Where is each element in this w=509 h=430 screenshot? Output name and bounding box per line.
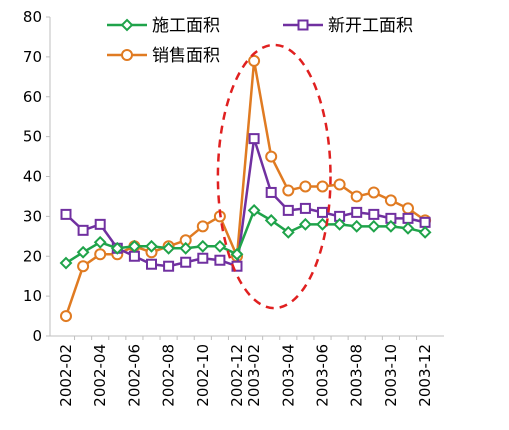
x-tick-label: 2002-12 bbox=[228, 344, 246, 407]
y-tick-label: 40 bbox=[23, 168, 42, 186]
point-circle bbox=[333, 178, 346, 191]
point-square bbox=[163, 260, 175, 272]
point-circle bbox=[282, 184, 295, 197]
y-tick-label: 20 bbox=[23, 247, 42, 265]
x-tick-label: 2002-10 bbox=[194, 344, 212, 407]
annotation-layer bbox=[216, 43, 332, 310]
point-square bbox=[214, 254, 226, 266]
point-diamond bbox=[418, 225, 432, 239]
legend-label: 新开工面积 bbox=[328, 16, 413, 36]
point-circle-legend bbox=[121, 49, 133, 61]
point-square bbox=[248, 133, 260, 145]
series-line bbox=[65, 138, 426, 268]
point-square bbox=[128, 250, 140, 262]
point-square bbox=[94, 218, 106, 230]
series-layer bbox=[59, 54, 432, 323]
x-tick-label: 2002-04 bbox=[91, 344, 109, 407]
point-diamond bbox=[401, 221, 415, 235]
point-square bbox=[368, 208, 380, 220]
point-square bbox=[282, 204, 294, 216]
series-0 bbox=[59, 203, 432, 270]
y-tick-label: 10 bbox=[23, 287, 42, 305]
point-square-legend bbox=[297, 19, 309, 31]
legend-label: 施工面积 bbox=[152, 16, 220, 36]
point-square bbox=[180, 256, 192, 268]
x-tick-label: 2002-08 bbox=[160, 344, 178, 407]
point-square bbox=[402, 212, 414, 224]
x-tick-label: 2003-08 bbox=[348, 344, 366, 407]
point-circle bbox=[350, 190, 363, 203]
series-line bbox=[65, 208, 426, 265]
point-square bbox=[299, 202, 311, 214]
point-diamond-legend bbox=[120, 18, 134, 32]
point-square bbox=[317, 206, 328, 218]
point-square bbox=[197, 252, 209, 264]
point-square bbox=[77, 224, 89, 236]
y-axis: 0 10 20 30 40 50 60 70 80 bbox=[23, 8, 51, 345]
x-axis: 2002-02 2002-04 2002-06 2002-08 2002-10 2002-… bbox=[50, 335, 444, 407]
y-tick-label: 30 bbox=[23, 207, 42, 225]
point-square bbox=[419, 216, 431, 228]
point-circle bbox=[77, 260, 90, 273]
legend-item-0: 施工面积 bbox=[107, 16, 220, 36]
point-circle bbox=[402, 202, 414, 215]
series-1 bbox=[60, 133, 431, 272]
point-square bbox=[351, 206, 363, 218]
point-circle bbox=[248, 54, 261, 67]
point-diamond bbox=[93, 235, 107, 249]
y-tick-label: 80 bbox=[23, 8, 42, 26]
point-diamond bbox=[145, 239, 158, 253]
point-diamond bbox=[213, 239, 227, 253]
x-tick-label: 2002-06 bbox=[125, 344, 143, 407]
point-diamond bbox=[110, 241, 124, 255]
y-tick-label: 60 bbox=[23, 88, 42, 106]
point-circle bbox=[196, 220, 209, 233]
point-circle bbox=[299, 180, 312, 193]
point-square bbox=[60, 208, 72, 220]
series-line bbox=[64, 60, 426, 317]
y-tick-label: 50 bbox=[23, 128, 42, 146]
point-square bbox=[146, 258, 157, 270]
point-diamond bbox=[367, 219, 381, 233]
point-diamond bbox=[196, 239, 210, 253]
legend-label: 销售面积 bbox=[152, 46, 220, 66]
point-diamond bbox=[127, 239, 141, 253]
x-tick-label: 2003-12 bbox=[416, 344, 434, 407]
point-diamond bbox=[298, 217, 312, 231]
x-tick-label: 2002-02 bbox=[57, 344, 75, 407]
x-tick-label: 2003-02 bbox=[245, 344, 263, 407]
x-tick-label: 2003-06 bbox=[314, 344, 332, 407]
point-circle bbox=[384, 194, 397, 207]
point-square bbox=[265, 186, 277, 198]
point-circle bbox=[94, 248, 107, 261]
point-circle bbox=[265, 150, 278, 163]
point-diamond bbox=[59, 256, 73, 270]
point-diamond bbox=[350, 219, 364, 233]
y-tick-label: 70 bbox=[23, 48, 42, 66]
series-2 bbox=[60, 54, 432, 323]
point-diamond bbox=[333, 217, 347, 231]
point-diamond bbox=[384, 219, 398, 233]
point-circle bbox=[60, 310, 72, 323]
point-diamond bbox=[281, 225, 295, 239]
highlight-ellipse bbox=[216, 43, 332, 310]
point-diamond bbox=[247, 203, 261, 217]
point-diamond bbox=[179, 241, 193, 255]
point-diamond bbox=[230, 247, 244, 261]
x-tick-label: 2003-04 bbox=[279, 344, 297, 407]
point-diamond bbox=[264, 213, 278, 227]
point-diamond bbox=[162, 241, 176, 255]
point-diamond bbox=[76, 245, 90, 259]
y-tick-label: 0 bbox=[32, 327, 42, 345]
point-circle bbox=[316, 180, 329, 193]
x-tick-label: 2003-10 bbox=[382, 344, 400, 407]
point-circle bbox=[367, 186, 380, 199]
legend-item-2: 销售面积 bbox=[107, 46, 220, 66]
legend-item-1: 新开工面积 bbox=[283, 16, 413, 36]
